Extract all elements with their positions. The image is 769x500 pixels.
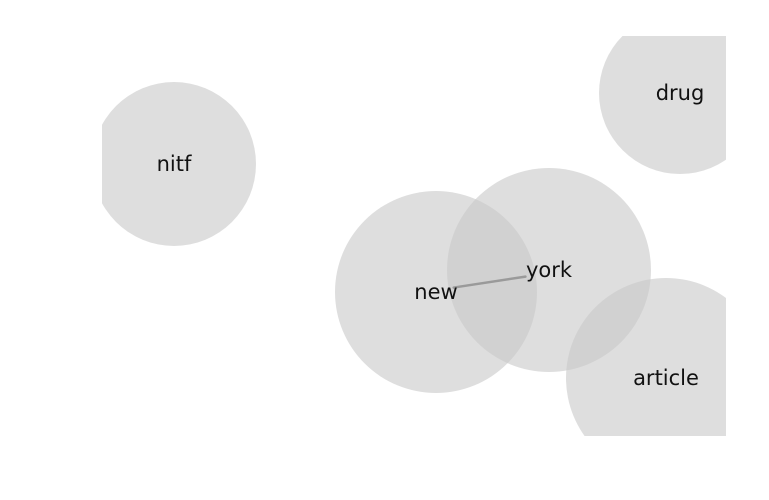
- edge-new-york: [452, 275, 527, 289]
- node-label-york: york: [526, 258, 573, 282]
- node-label-new: new: [414, 280, 457, 304]
- node-label-drug: drug: [656, 81, 705, 105]
- node-circle-article: [566, 278, 726, 436]
- plot-area: nitf drug new york article: [102, 36, 726, 436]
- node-circle-drug: [599, 36, 726, 174]
- node-label-nitf: nitf: [157, 152, 192, 176]
- node-label-article: article: [633, 366, 699, 390]
- node-circle-nitf: [102, 82, 256, 246]
- labels-layer: nitf drug new york article: [157, 81, 705, 390]
- node-circles-layer: [102, 36, 726, 436]
- edges-layer: [452, 275, 527, 289]
